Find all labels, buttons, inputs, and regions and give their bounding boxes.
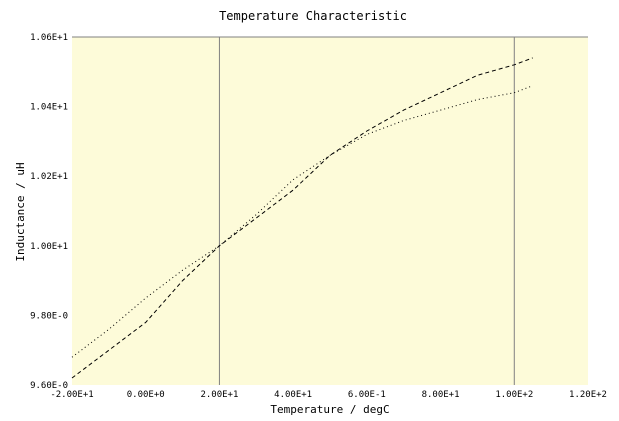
series-lines (71, 57, 533, 379)
y-tick-label: 1.06E+1 (30, 33, 68, 43)
series-line-2 (71, 57, 533, 379)
gridlines (72, 36, 588, 385)
series-line-1 (71, 85, 533, 358)
y-tick-label: 1.00E+1 (30, 242, 68, 252)
x-tick-label: 2.00E+1 (200, 390, 238, 400)
x-tick-label: 0.00E+0 (127, 390, 165, 400)
y-axis-label: Inductance / uH (14, 162, 27, 261)
plot-area (72, 37, 588, 385)
x-tick-label: 1.00E+2 (495, 390, 533, 400)
y-tick-label: 9.80E-0 (30, 311, 68, 321)
chart-title: Temperature Characteristic (219, 9, 407, 23)
x-tick-label: 8.00E+1 (422, 390, 460, 400)
y-tick-label: 1.04E+1 (30, 103, 68, 113)
x-tick-label: 1.20E+2 (569, 390, 607, 400)
x-tick-label: 4.00E+1 (274, 390, 312, 400)
x-tick-label: 6.00E-1 (348, 390, 386, 400)
y-tick-label: 1.02E+1 (30, 172, 68, 182)
tick-labels: -2.00E+1 0.00E+0 2.00E+1 4.00E+1 6.00E-1 8.00… (30, 33, 607, 400)
x-axis-label: Temperature / degC (270, 403, 389, 416)
x-tick-label: -2.00E+1 (50, 390, 93, 400)
y-tick-label: 9.60E-0 (30, 381, 68, 391)
